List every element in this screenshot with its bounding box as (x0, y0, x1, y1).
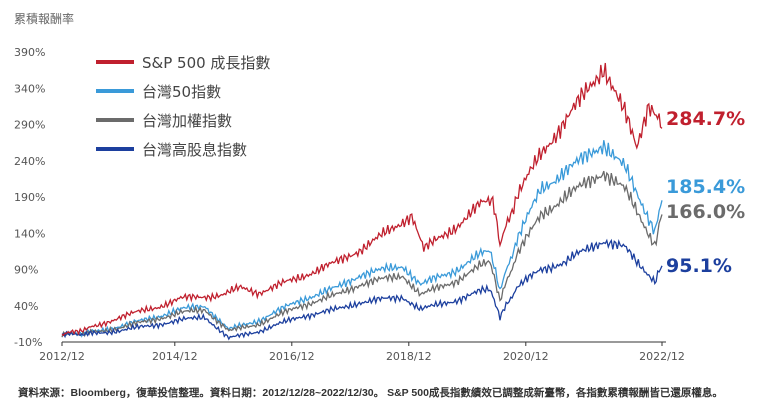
series-line (61, 238, 663, 341)
x-tick-label: 2014/12 (152, 350, 198, 363)
legend-label: 台灣50指數 (142, 83, 221, 101)
y-tick-label: 390% (14, 46, 45, 59)
y-tick-label: -10% (14, 336, 42, 349)
series-line (61, 170, 663, 338)
end-value-label: 95.1% (666, 255, 732, 277)
y-tick-label: 40% (14, 300, 38, 313)
y-tick-label: 290% (14, 119, 45, 132)
legend-label: S&P 500 成長指數 (142, 54, 270, 72)
end-value-label: 185.4% (666, 176, 745, 198)
y-axis-title: 累積報酬率 (14, 12, 75, 26)
x-tick-label: 2016/12 (269, 350, 315, 363)
legend-label: 台灣高股息指數 (142, 141, 247, 159)
y-tick-label: 90% (14, 264, 38, 277)
y-tick-label: 340% (14, 82, 45, 95)
y-tick-label: 190% (14, 191, 45, 204)
series-line (61, 140, 663, 338)
x-tick-label: 2022/12 (639, 350, 685, 363)
footnote: 資料來源：Bloomberg，復華投信整理。資料日期：2012/12/28~20… (18, 387, 723, 399)
legend-label: 台灣加權指數 (142, 112, 232, 130)
series-line (61, 62, 663, 337)
x-tick-label: 2020/12 (503, 350, 549, 363)
x-tick-label: 2018/12 (386, 350, 432, 363)
y-tick-label: 140% (14, 227, 45, 240)
end-value-label: 284.7% (666, 108, 745, 130)
y-tick-label: 240% (14, 155, 45, 168)
end-value-label: 166.0% (666, 201, 745, 223)
x-tick-label: 2012/12 (39, 350, 85, 363)
